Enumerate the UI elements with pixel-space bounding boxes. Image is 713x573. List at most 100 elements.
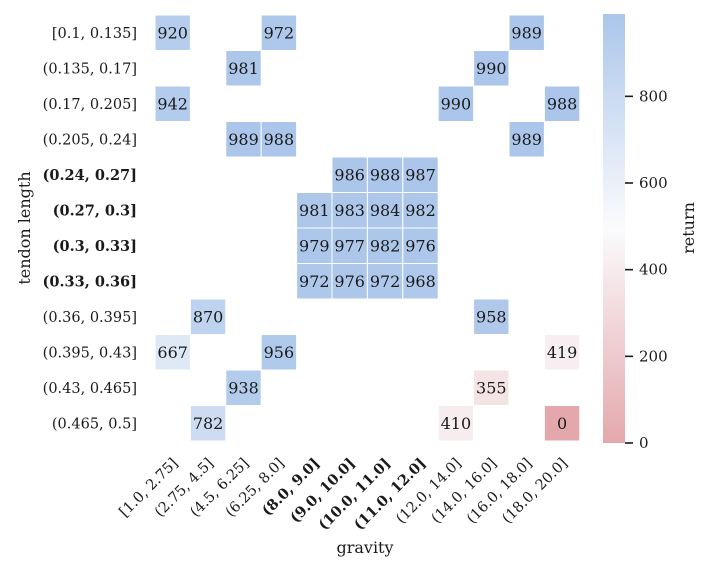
heatmap-cell: 920 <box>154 14 191 51</box>
heatmap-cell: 972 <box>296 263 333 300</box>
colorbar-tick-label: 0 <box>639 434 649 452</box>
heatmap-cell-rect <box>260 334 298 371</box>
y-tick-label: (0.24, 0.27] <box>43 167 137 184</box>
heatmap-cell-value: 981 <box>228 59 259 78</box>
y-tick-label: (0.43, 0.465] <box>43 381 137 397</box>
heatmap-cell-value: 920 <box>157 23 188 42</box>
heatmap-cell-value: 981 <box>299 201 330 220</box>
heatmap-cell-value: 976 <box>334 272 365 291</box>
heatmap-cell: 976 <box>331 263 368 300</box>
heatmap-cell-rect <box>402 156 439 193</box>
heatmap-cell-value: 667 <box>157 343 188 362</box>
y-tick-label: (0.135, 0.17] <box>43 61 137 77</box>
colorbar-gradient <box>603 14 625 443</box>
heatmap-cell: 981 <box>225 50 262 87</box>
heatmap-cell-value: 419 <box>547 343 578 362</box>
heatmap-cell-value: 938 <box>228 378 259 397</box>
heatmap-cell: 972 <box>260 14 298 51</box>
colorbar-title: return <box>679 202 698 254</box>
y-tick-label: (0.33, 0.36] <box>43 273 137 290</box>
heatmap-cell-rect <box>296 263 333 300</box>
heatmap-cell-value: 982 <box>370 236 401 255</box>
heatmap-cell-value: 990 <box>476 59 507 78</box>
heatmap-cell-rect <box>543 334 581 371</box>
heatmap-cell-value: 984 <box>370 201 401 220</box>
heatmap-cell: 0 <box>543 405 581 442</box>
heatmap-cell-value: 986 <box>334 165 365 184</box>
heatmap-cell: 989 <box>508 14 545 51</box>
heatmap-cell-value: 989 <box>511 130 542 149</box>
heatmap-cell: 988 <box>366 156 404 193</box>
heatmap-cell-rect <box>543 85 581 122</box>
heatmap-cell-rect <box>508 14 545 51</box>
heatmap-cell-value: 942 <box>157 94 188 113</box>
colorbar-tick-label: 600 <box>639 174 668 192</box>
y-tick-label: (0.3, 0.33] <box>53 238 137 255</box>
heatmap-cell-rect <box>402 263 439 300</box>
heatmap-cell-value: 355 <box>476 378 507 397</box>
heatmap-cell-value: 968 <box>405 272 436 291</box>
heatmap-cell-rect <box>473 369 510 406</box>
heatmap-cell-rect <box>154 14 191 51</box>
y-tick-label: (0.36, 0.395] <box>43 310 137 326</box>
heatmap-cell-rect <box>260 14 298 51</box>
colorbar-tick-label: 800 <box>639 87 668 105</box>
colorbar-tick-label: 400 <box>639 261 668 279</box>
colorbar-tick-label: 200 <box>639 347 668 365</box>
y-tick-label: (0.17, 0.205] <box>43 97 137 113</box>
x-axis-title: gravity <box>336 538 393 557</box>
heatmap-cell-value: 988 <box>264 130 295 149</box>
heatmap-cell-rect <box>543 405 581 442</box>
heatmap-cell: 938 <box>225 369 262 406</box>
heatmap-cell-rect <box>473 298 510 335</box>
heatmap-cell-value: 972 <box>370 272 401 291</box>
heatmap-cell: 989 <box>508 121 545 158</box>
y-tick-label: [0.1, 0.135] <box>52 26 137 42</box>
heatmap-cell-rect <box>225 369 262 406</box>
heatmap-cell: 984 <box>366 192 404 229</box>
heatmap-cell: 667 <box>154 334 191 371</box>
heatmap-cell: 987 <box>402 156 439 193</box>
heatmap-cell: 990 <box>473 50 510 87</box>
heatmap-cell: 983 <box>331 192 368 229</box>
heatmap-cell-value: 0 <box>557 414 567 433</box>
heatmap-cell-value: 972 <box>299 272 330 291</box>
heatmap-cell-rect <box>366 263 404 300</box>
heatmap-cell-rect <box>402 192 439 229</box>
heatmap-cell: 986 <box>331 156 368 193</box>
y-tick-label: (0.205, 0.24] <box>43 132 137 148</box>
colorbar-ticks: 0 200 400 600 800 <box>625 87 668 452</box>
heatmap-cell-value: 782 <box>193 414 224 433</box>
heatmap-cell: 977 <box>331 227 368 264</box>
heatmap-cell: 419 <box>543 334 581 371</box>
heatmap-cell: 958 <box>473 298 510 335</box>
heatmap-cell-rect <box>473 50 510 87</box>
heatmap-cell-rect <box>508 121 545 158</box>
heatmap-cell-rect <box>437 405 475 442</box>
heatmap-cell-value: 977 <box>334 236 365 255</box>
heatmap-cell-value: 989 <box>228 130 259 149</box>
heatmap-cell-value: 982 <box>405 201 436 220</box>
heatmap-cell: 942 <box>154 85 191 122</box>
heatmap-cell: 410 <box>437 405 475 442</box>
heatmap-cell-rect <box>366 192 404 229</box>
heatmap-cell: 870 <box>189 298 227 335</box>
heatmap-cell-rect <box>331 156 368 193</box>
heatmap-cell: 976 <box>402 227 439 264</box>
heatmap-cell-value: 976 <box>405 236 436 255</box>
heatmap-cell-value: 987 <box>405 165 436 184</box>
heatmap-cell-rect <box>260 121 298 158</box>
heatmap-cell: 982 <box>402 192 439 229</box>
heatmap-cell-value: 956 <box>264 343 295 362</box>
heatmap-cell: 988 <box>260 121 298 158</box>
x-tick-labels: [1.0, 2.75](2.75, 4.5](4.5, 6.25](6.25, … <box>117 455 571 534</box>
heatmap-cell: 979 <box>296 227 333 264</box>
y-tick-label: (0.465, 0.5] <box>52 416 137 432</box>
heatmap-cell: 982 <box>366 227 404 264</box>
heatmap-cell-value: 988 <box>370 165 401 184</box>
heatmap-cell-value: 990 <box>441 94 472 113</box>
heatmap-cell-value: 958 <box>476 307 507 326</box>
heatmap-cell-value: 870 <box>193 307 224 326</box>
heatmap-cell-rect <box>225 50 262 87</box>
